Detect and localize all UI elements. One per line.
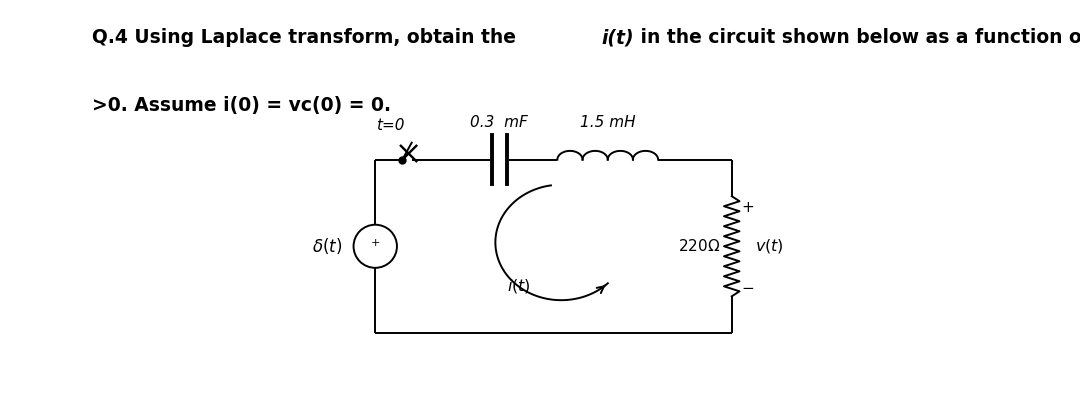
Text: +: + (370, 238, 380, 248)
Text: $v(t)$: $v(t)$ (755, 237, 784, 255)
Text: $i(t)$: $i(t)$ (507, 277, 530, 295)
Text: 1.5 mH: 1.5 mH (580, 115, 635, 130)
Text: 220$\Omega$: 220$\Omega$ (678, 238, 720, 254)
Text: i(t): i(t) (602, 28, 634, 47)
Text: 0.3  mF: 0.3 mF (471, 115, 528, 130)
Text: +: + (741, 200, 754, 215)
Text: −: − (741, 281, 754, 296)
Text: in the circuit shown below as a function of time for t: in the circuit shown below as a function… (634, 28, 1080, 47)
Text: t=0: t=0 (377, 118, 405, 133)
Text: $\delta(t)$: $\delta(t)$ (312, 236, 342, 256)
Text: >0. Assume i(0) = vc(0) = 0.: >0. Assume i(0) = vc(0) = 0. (92, 96, 391, 115)
Text: Q.4 Using Laplace transform, obtain the: Q.4 Using Laplace transform, obtain the (92, 28, 523, 47)
